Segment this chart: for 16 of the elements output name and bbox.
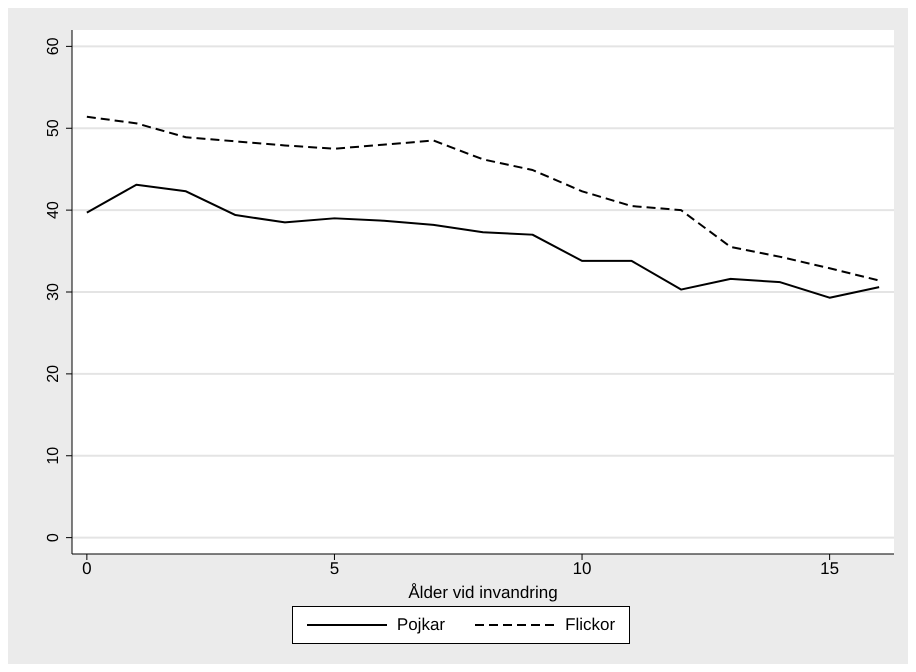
y-tick-label: 20: [45, 364, 62, 383]
y-tick-label: 0: [45, 533, 62, 542]
x-tick-label: 5: [330, 559, 340, 578]
line-series: [86, 116, 880, 282]
y-tick-label: 10: [45, 446, 62, 465]
x-tick-label: 15: [820, 559, 840, 578]
y-tick-label: 50: [45, 119, 62, 138]
legend-label: Pojkar: [396, 615, 446, 635]
y-tick-label: 60: [45, 37, 62, 56]
x-tick-label: 0: [82, 559, 92, 578]
x-axis-title: Ålder vid invandring: [408, 583, 558, 602]
y-tick-label: 40: [45, 201, 62, 220]
line-series: [86, 184, 880, 299]
legend-label: Flickor: [565, 615, 616, 635]
x-tick-label: 10: [572, 559, 592, 578]
y-tick-label: 30: [45, 283, 62, 301]
